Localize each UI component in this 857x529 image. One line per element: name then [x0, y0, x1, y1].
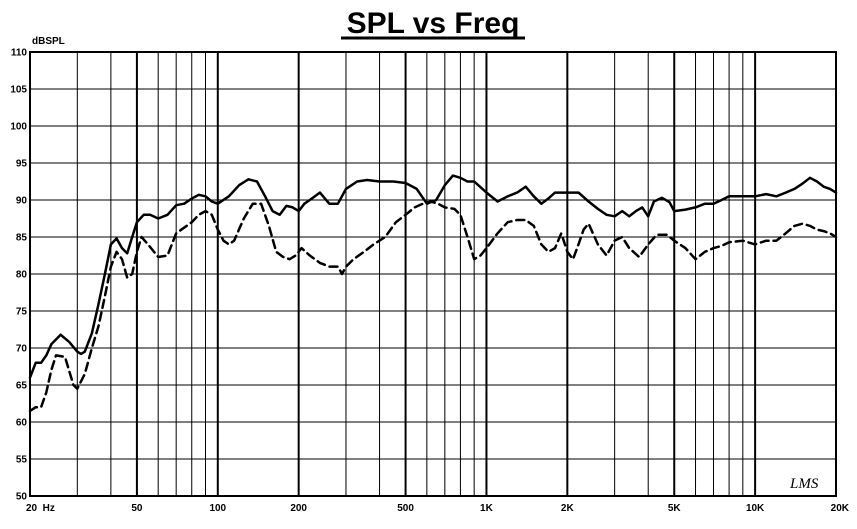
x-tick-labels: 20 Hz 50 100 200 500 1K 2K 5K 10K 20K [26, 503, 850, 514]
y-tick-label-1: 55 [16, 455, 28, 466]
series-group [28, 174, 838, 413]
y-tick-label-6: 80 [16, 270, 28, 281]
y-tick-labels: 50 55 60 65 70 75 80 85 90 95 100 105 110 [10, 48, 27, 503]
y-tick-label-10: 100 [10, 122, 27, 133]
x-tick-label-5: 1K [480, 503, 494, 514]
y-tick-label-2: 60 [16, 418, 28, 429]
x-tick-label-1: 50 [131, 503, 143, 514]
y-tick-label-3: 65 [16, 381, 28, 392]
y-tick-label-9: 95 [16, 159, 28, 170]
series-line-dashed [28, 200, 838, 413]
y-tick-label-11: 105 [10, 85, 27, 96]
plot-frame [29, 51, 837, 497]
y-unit-label: dBSPL [32, 36, 65, 47]
x-tick-label-9: 20K [831, 503, 850, 514]
y-tick-label-4: 70 [16, 344, 28, 355]
x-tick-label-4: 500 [397, 503, 414, 514]
signature: LMS [789, 476, 819, 492]
y-tick-label-0: 50 [16, 492, 28, 503]
grid [29, 51, 837, 497]
x-tick-label-8: 10K [746, 503, 765, 514]
y-tick-label-7: 85 [16, 233, 28, 244]
x-tick-label-0: 20 Hz [26, 503, 55, 514]
chart-title: SPL vs Freq [347, 7, 520, 40]
x-tick-label-6: 2K [561, 503, 575, 514]
series-line-solid [28, 174, 838, 379]
x-tick-label-7: 5K [668, 503, 682, 514]
x-tick-label-3: 200 [290, 503, 307, 514]
x-tick-label-2: 100 [209, 503, 226, 514]
y-tick-label-8: 90 [16, 196, 28, 207]
y-tick-label-12: 110 [11, 48, 28, 59]
y-tick-label-5: 75 [16, 307, 28, 318]
